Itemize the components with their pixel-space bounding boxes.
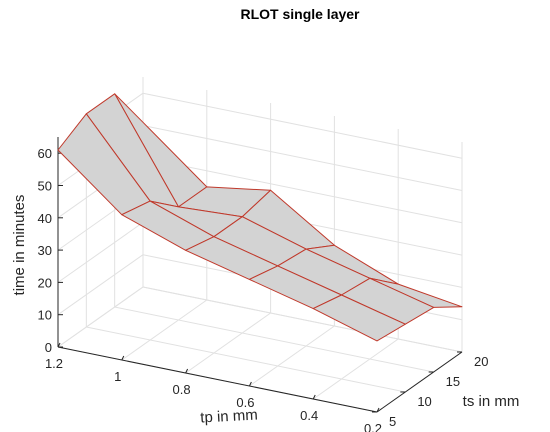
y-tick-label: 20 [474,354,488,369]
y-tick-label: 15 [446,374,460,389]
grid-line [142,286,463,353]
grid-line [114,306,434,373]
grid-line [312,338,399,400]
y-tick-label: 5 [389,414,396,429]
tick-labels: 0 10 20 30 40 50 60 1.2 1 0.8 0.6 0.4 0.2 5 10 15 20 [38,146,489,432]
y-axis-line [376,351,463,413]
z-tick-label: 30 [38,243,52,258]
z-tick-label: 40 [38,211,52,226]
x-tick-label: 0.6 [236,395,254,410]
x-tick-label: 0.8 [173,382,191,397]
grid-line [142,157,463,224]
z-axis-label: time in minutes [11,195,28,296]
grid-line [57,254,144,316]
x-tick-mark [185,368,189,374]
y-tick-label: 10 [417,394,431,409]
x-tick-mark [121,355,125,361]
grid-line [249,325,335,387]
x-tick-label: 1.2 [45,356,63,371]
surface-plot [57,93,463,342]
grid-line [185,312,271,374]
x-axis-line [57,346,378,413]
x-tick-label: 0.4 [300,408,318,423]
axes [57,137,463,413]
grid-line [57,221,144,283]
x-tick-label: 1 [114,369,121,384]
x-tick-mark [248,381,252,387]
grid-line [57,286,144,348]
grid-line [121,299,208,361]
z-tick-label: 10 [38,308,52,323]
x-tick-mark [312,394,316,400]
z-tick-label: 50 [38,179,52,194]
z-tick-label: 60 [38,146,52,161]
x-tick-mark [376,407,380,413]
x-axis-label: tp in mm [200,407,258,427]
z-tick-label: 20 [38,275,52,290]
z-tick-label: 0 [45,340,52,355]
x-tick-label: 0.2 [364,421,382,432]
grid-line [86,326,406,393]
chart-title: RLOT single layer [240,6,360,22]
surface-patch [312,294,406,342]
grid-line [142,125,463,191]
grid-line [142,92,463,159]
x-tick-mark [57,342,61,348]
y-axis-label: ts in mm [463,393,520,410]
